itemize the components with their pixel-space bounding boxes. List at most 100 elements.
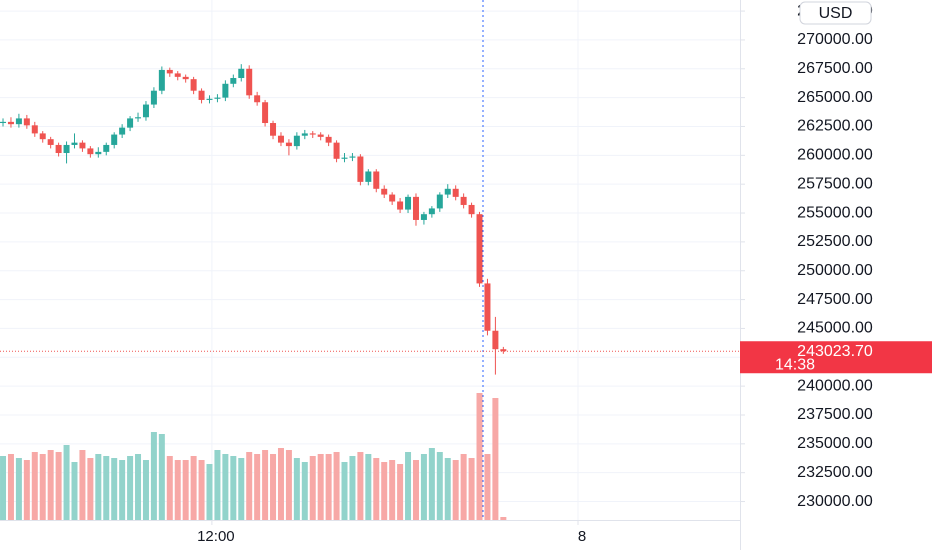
candle-body <box>158 69 165 91</box>
volume-bar <box>349 456 356 520</box>
candle-body <box>381 188 388 195</box>
candle-body <box>357 156 364 182</box>
candle-body <box>293 135 300 147</box>
volume-bar <box>158 434 165 520</box>
candle-body <box>142 104 149 118</box>
candle-body <box>190 79 197 91</box>
currency-badge[interactable] <box>799 1 872 25</box>
volume-bar <box>103 456 110 520</box>
candle-body <box>333 142 340 159</box>
candle-body <box>484 283 491 331</box>
volume-bar <box>87 458 94 520</box>
volume-bar <box>262 450 269 520</box>
currency-label[interactable]: USD <box>819 5 853 22</box>
volume-bar <box>484 454 491 520</box>
y-tick-label: 250000.00 <box>797 262 873 279</box>
volume-bar <box>293 458 300 520</box>
volume-bar <box>71 462 78 520</box>
candle-body <box>476 214 483 284</box>
volume-bar <box>47 450 54 520</box>
volume-bar <box>381 462 388 520</box>
volume-bar <box>254 454 261 520</box>
volume-bar <box>309 456 316 520</box>
volume-bar <box>142 460 149 520</box>
candle-body <box>492 330 499 350</box>
candle-body <box>246 68 253 96</box>
volume-bar <box>420 454 427 520</box>
y-tick-label: 260000.00 <box>797 147 873 164</box>
candle-body <box>0 121 7 124</box>
candle-body <box>420 214 427 220</box>
candle-body <box>341 157 348 159</box>
y-tick-label: 255000.00 <box>797 204 873 221</box>
volume-bar <box>460 454 467 520</box>
volume-bar <box>365 454 372 520</box>
volume-bar <box>373 458 380 520</box>
y-tick-label: 247500.00 <box>797 291 873 308</box>
candle-body <box>119 127 126 135</box>
candle-body <box>198 90 205 100</box>
volume-bar <box>238 458 245 520</box>
volume-bar <box>412 460 419 520</box>
candle-body <box>262 102 269 124</box>
candle-body <box>468 204 475 215</box>
y-tick-label: 232500.00 <box>797 464 873 481</box>
y-tick-label: 237500.00 <box>797 406 873 423</box>
volume-bar <box>444 458 451 520</box>
volume-bar <box>397 464 404 520</box>
volume-bar <box>127 456 134 520</box>
candle-body <box>270 123 277 136</box>
volume-bar <box>111 458 118 520</box>
candle-body <box>349 156 356 158</box>
candle-body <box>254 95 261 103</box>
volume-bar <box>0 456 7 520</box>
volume-bar <box>301 462 308 520</box>
y-tick-label: 270000.00 <box>797 31 873 48</box>
volume-bar <box>428 448 435 520</box>
volume-bar <box>317 454 324 520</box>
candle-body <box>389 194 396 202</box>
volume-bar <box>325 454 332 520</box>
volume-bar <box>230 456 237 520</box>
grid <box>0 0 740 520</box>
price-axis: 230000.00 232500.00 235000.00 237500.00 2400… <box>197 1 932 545</box>
candle-body <box>373 171 380 189</box>
candle-body <box>405 196 412 210</box>
volume-bar <box>7 454 14 520</box>
candle-body <box>428 208 435 215</box>
candle-body <box>55 144 62 154</box>
volume-bar <box>166 456 173 520</box>
volume-bar <box>198 460 205 520</box>
volume-bar <box>135 454 142 520</box>
volume-bar <box>500 517 507 520</box>
volume-bar <box>476 393 483 520</box>
candle-body <box>214 97 221 99</box>
candle-body <box>222 83 229 98</box>
candle-body <box>365 171 372 182</box>
candle-body <box>309 133 316 135</box>
candle-body <box>397 201 404 210</box>
volume-bar <box>174 460 181 520</box>
candle-layer <box>0 64 507 375</box>
candle-body <box>87 148 94 155</box>
volume-bar <box>119 460 126 520</box>
volume-bar <box>436 452 443 520</box>
volume-bar <box>23 460 30 520</box>
candle-body <box>15 118 22 125</box>
y-tick-label: 252500.00 <box>797 233 873 250</box>
candle-body <box>301 133 308 136</box>
candle-body <box>285 142 292 147</box>
candle-body <box>174 73 181 77</box>
candle-body <box>135 117 142 119</box>
candle-body <box>325 136 332 143</box>
volume-bar <box>246 452 253 520</box>
y-tick-label: 262500.00 <box>797 118 873 135</box>
candle-body <box>277 135 284 143</box>
volume-bar <box>150 432 157 520</box>
x-tick-label: 12:00 <box>197 528 235 545</box>
candle-body <box>79 142 86 149</box>
volume-bar <box>206 464 213 520</box>
countdown-label: 14:38 <box>775 356 815 373</box>
candle-body <box>47 139 54 145</box>
candle-body <box>95 151 102 155</box>
